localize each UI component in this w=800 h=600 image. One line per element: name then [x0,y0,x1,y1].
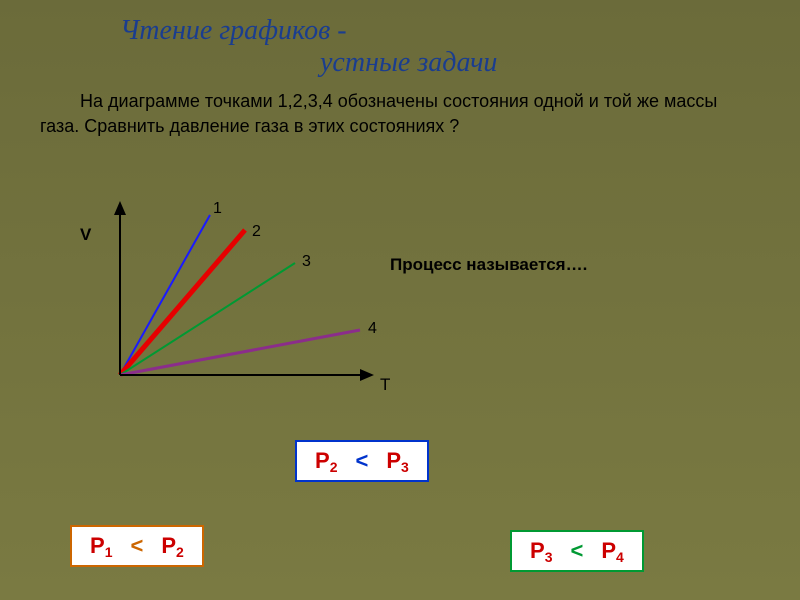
formula-right: P3 < P4 [510,530,644,572]
title-line2: устные задачи [120,47,760,79]
p-right: P [601,538,616,564]
title-line1: Чтение графиков - [120,15,760,47]
p-left-sub: 2 [330,459,338,475]
p-right: P [386,448,401,474]
vt-diagram: V T 1 2 3 4 [80,195,420,405]
op-center: < [337,448,386,474]
formula-center: P2 < P3 [295,440,429,482]
p-left: P [530,538,545,564]
line-label-2: 2 [252,223,261,241]
title-area: Чтение графиков - устные задачи [0,0,800,84]
formula-left: P1 < P2 [70,525,204,567]
process-label: Процесс называется…. [390,255,587,275]
p-right-sub: 2 [176,544,184,560]
p-right-sub: 3 [401,459,409,475]
problem-body: На диаграмме точками 1,2,3,4 обозначены … [40,91,717,136]
p-right: P [161,533,176,559]
line-1 [120,215,210,375]
p-left: P [315,448,330,474]
op-left: < [112,533,161,559]
line-label-4: 4 [368,320,377,338]
line-label-1: 1 [213,200,222,218]
p-left-sub: 3 [545,549,553,565]
p-left-sub: 1 [105,544,113,560]
op-right: < [552,538,601,564]
axis-label-v: V [80,225,91,245]
problem-text: На диаграмме точками 1,2,3,4 обозначены … [0,84,800,149]
axis-label-t: T [380,375,390,395]
line-2 [120,230,245,375]
p-right-sub: 4 [616,549,624,565]
line-label-3: 3 [302,253,311,271]
p-left: P [90,533,105,559]
chart-svg [80,195,420,405]
